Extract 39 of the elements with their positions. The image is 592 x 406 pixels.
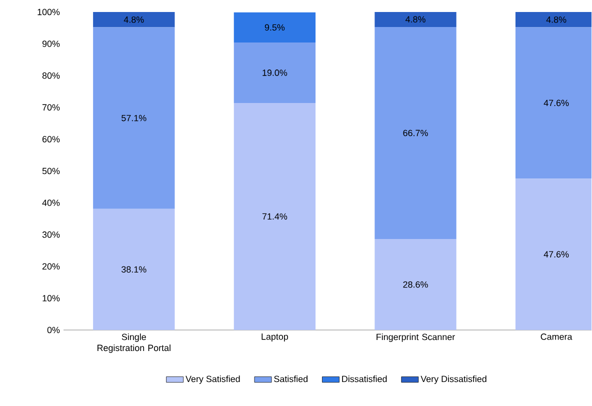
y-tick-label: 0% [47,326,60,334]
y-tick-label: 80% [42,72,60,79]
data-label: 38.1% [122,266,146,273]
bar [93,208,175,330]
legend-label: Satisfied [274,376,308,382]
data-label: 4.8% [546,16,566,23]
y-tick-label: 20% [42,263,60,270]
bar [234,12,316,43]
y-tick-label: 10% [42,295,60,302]
legend-label: Dissatisfied [342,376,387,382]
y-tick-label: 50% [42,168,60,174]
data-label: 71.4% [262,213,288,220]
y-tick-label: 40% [42,200,60,206]
bar [234,102,316,330]
y-tick-label: 30% [42,231,60,238]
x-tick-label: Camera [540,334,572,340]
bar [93,27,175,209]
y-tick-label: 100% [38,8,60,16]
data-label: 66.7% [403,130,428,136]
data-label: 47.6% [544,100,569,106]
bar [374,239,456,330]
data-label: 28.6% [403,281,428,288]
legend-label: Very Satisfied [186,376,240,384]
data-label: 19.0% [262,70,288,76]
data-label: 57.1% [122,114,146,122]
bar [374,26,456,240]
y-tick-label: 90% [42,40,60,47]
legend-label: Very Dissatisfied [420,376,486,384]
data-label: 9.5% [264,24,285,31]
y-tick-label: 70% [42,104,60,111]
data-label: 4.8% [405,16,426,22]
data-label: 47.6% [544,251,569,258]
data-label: 4.8% [124,16,144,23]
bar [234,42,316,103]
bar [93,12,175,28]
y-tick-label: 60% [42,136,60,142]
x-tick-label: Single Registration Portal [98,334,170,353]
x-tick-label: Laptop [262,334,288,342]
x-tick-label: Fingerprint Scanner [376,334,455,342]
